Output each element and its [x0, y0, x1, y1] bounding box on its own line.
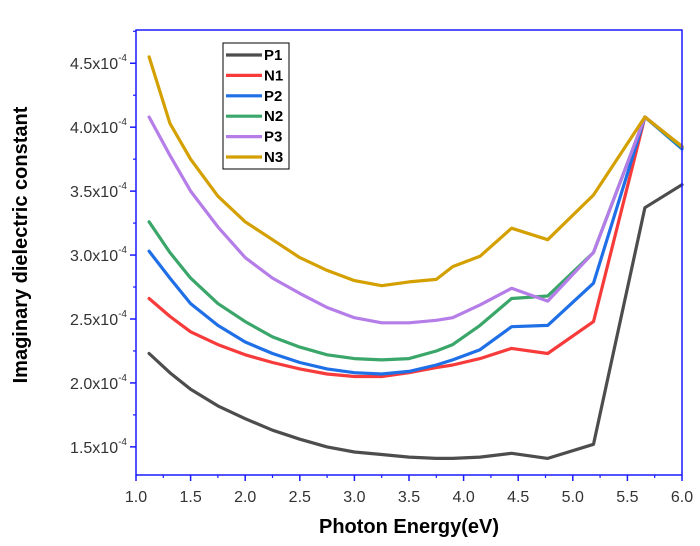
legend-label-n2: N2: [264, 108, 283, 125]
y-axis-title: Imaginary dielectric constant: [10, 106, 32, 383]
y-tick-label: 3.5x10-4: [70, 181, 127, 201]
x-tick-label: 1.5: [179, 489, 201, 506]
series-line-n1: [147, 115, 684, 379]
series-line-p3: [147, 115, 684, 325]
x-tick-label: 4.5: [507, 489, 529, 506]
x-tick-label: 2.0: [234, 489, 256, 506]
series-layer: [147, 55, 684, 460]
legend-box: [222, 42, 290, 170]
x-axis: 1.0 1.5 2.0 2.5 3.0 3.5 4.0 4.5 5.0 5.5 6.0: [125, 475, 693, 506]
legend-label-n3: N3: [264, 149, 283, 166]
x-tick-label: 2.5: [289, 489, 311, 506]
legend-label-p3: P3: [264, 129, 282, 146]
x-tick-label: 5.0: [562, 489, 584, 506]
y-tick-label: 4.5x10-4: [70, 53, 127, 73]
x-tick-label: 6.0: [671, 489, 693, 506]
series-line-p1: [147, 183, 684, 460]
y-tick-label: 4.0x10-4: [70, 117, 127, 137]
y-axis: 1.5x10-4 2.0x10-4 2.5x10-4 3.0x10-4 3.5x10-4…: [70, 30, 136, 457]
x-axis-title: Photon Energy(eV): [319, 516, 499, 538]
y-tick-label: 1.5x10-4: [70, 437, 127, 457]
x-tick-label: 3.0: [343, 489, 365, 506]
y-tick-label: 2.5x10-4: [70, 309, 127, 329]
legend-label-n1: N1: [264, 67, 283, 84]
x-tick-label: 3.5: [398, 489, 420, 506]
y-tick-label: 3.0x10-4: [70, 245, 127, 265]
series-line-n2: [147, 115, 684, 362]
legend-label-p2: P2: [264, 88, 282, 105]
legend-items: P1 N1 P2 N2 P3 N3: [226, 47, 283, 166]
x-tick-label: 4.0: [452, 489, 474, 506]
x-tick-label: 1.0: [125, 489, 147, 506]
x-tick-label: 5.5: [616, 489, 638, 506]
legend: P1 N1 P2 N2 P3 N3: [222, 42, 290, 170]
series-line-n3: [147, 55, 684, 288]
series-line-p2: [147, 115, 684, 376]
legend-label-p1: P1: [264, 47, 282, 64]
y-tick-label: 2.0x10-4: [70, 373, 127, 393]
